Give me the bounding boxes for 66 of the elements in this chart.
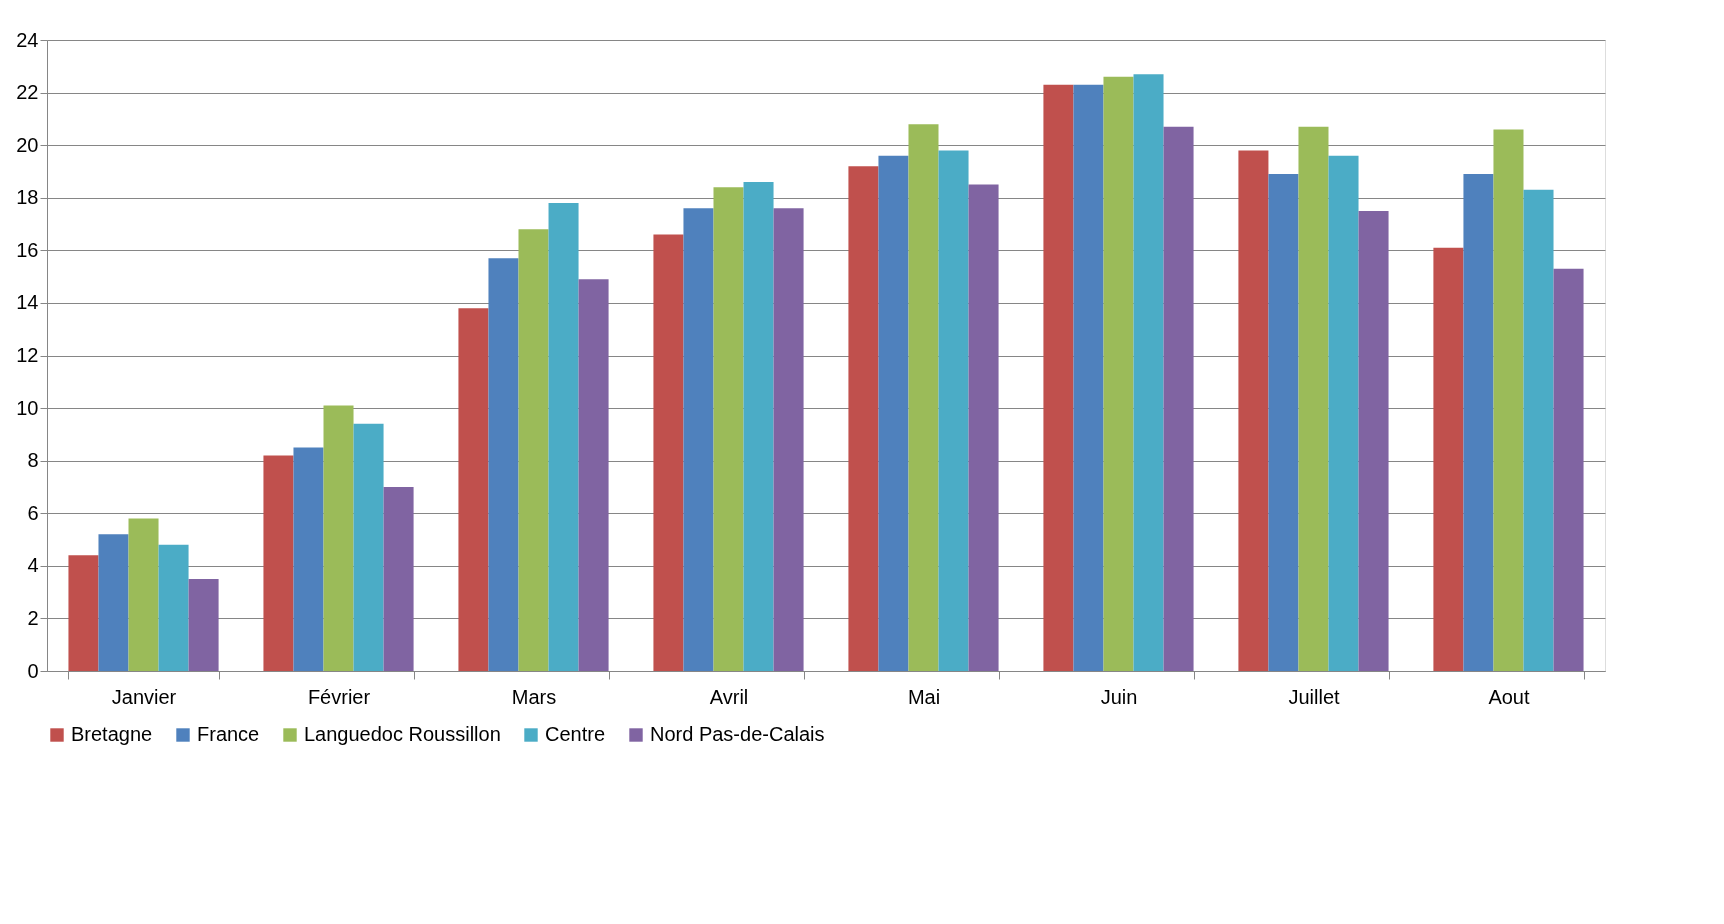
- y-tick-label: 20: [16, 133, 39, 156]
- bar: [653, 234, 684, 671]
- bar: [548, 203, 579, 671]
- bar: [488, 258, 519, 671]
- y-tick-label: 18: [16, 186, 39, 209]
- y-tick-label: 0: [27, 659, 39, 682]
- bar: [1073, 84, 1104, 671]
- bar: [743, 181, 774, 671]
- bar: [878, 155, 909, 671]
- bar: [1298, 126, 1329, 671]
- bar: [713, 187, 744, 671]
- legend-label: Centre: [545, 723, 606, 745]
- bar: [383, 486, 414, 671]
- bar: [1433, 247, 1464, 671]
- y-tick-label: 22: [16, 81, 39, 104]
- bar: [98, 534, 129, 671]
- bar: [968, 184, 999, 671]
- bar: [128, 518, 159, 671]
- bar: [293, 447, 324, 671]
- bar: [353, 423, 384, 671]
- y-tick-label: 14: [16, 291, 39, 314]
- bar: [1553, 268, 1584, 671]
- x-tick-label: Avril: [709, 685, 749, 708]
- bar: [578, 279, 609, 671]
- legend-label: Bretagne: [71, 723, 153, 745]
- bar: [1238, 150, 1269, 671]
- y-tick-label: 4: [27, 554, 39, 577]
- bar: [1493, 129, 1524, 671]
- x-tick-label: Mai: [907, 685, 941, 708]
- bar: [1103, 76, 1134, 671]
- bar: [908, 124, 939, 671]
- x-tick-label: Janvier: [111, 685, 177, 708]
- x-tick-label: Février: [307, 685, 371, 708]
- legend-label: France: [197, 723, 260, 745]
- y-tick-label: 8: [27, 449, 39, 472]
- x-tick-label: Juin: [1100, 685, 1138, 708]
- bar: [1523, 189, 1554, 671]
- x-tick-label: Juillet: [1288, 685, 1340, 708]
- y-tick-label: 6: [27, 501, 39, 524]
- bar: [1133, 74, 1164, 671]
- legend-label: Nord Pas-de-Calais: [650, 723, 825, 745]
- bar: [1163, 126, 1194, 671]
- bar: [158, 544, 189, 671]
- bar: [1268, 174, 1299, 671]
- bar: [1328, 155, 1359, 671]
- legend-label: Languedoc Roussillon: [304, 723, 501, 745]
- bar: [458, 308, 489, 671]
- bar: [1358, 210, 1389, 671]
- x-tick-label: Aout: [1488, 685, 1530, 708]
- bar: [683, 208, 714, 671]
- bar: [848, 166, 879, 671]
- bar: [1043, 84, 1074, 671]
- y-tick-label: 2: [27, 606, 39, 629]
- y-tick-label: 24: [16, 28, 39, 51]
- bar: [1463, 174, 1494, 671]
- bar: [518, 229, 549, 671]
- bar: [323, 405, 354, 671]
- y-tick-label: 12: [16, 344, 39, 366]
- bar: [773, 208, 804, 671]
- bar: [68, 555, 99, 671]
- bar: [938, 150, 969, 671]
- x-tick-label: Mars: [511, 685, 557, 708]
- bar: [188, 578, 219, 671]
- bar: [263, 455, 294, 671]
- y-tick-label: 10: [16, 396, 39, 419]
- y-tick-label: 16: [16, 238, 39, 261]
